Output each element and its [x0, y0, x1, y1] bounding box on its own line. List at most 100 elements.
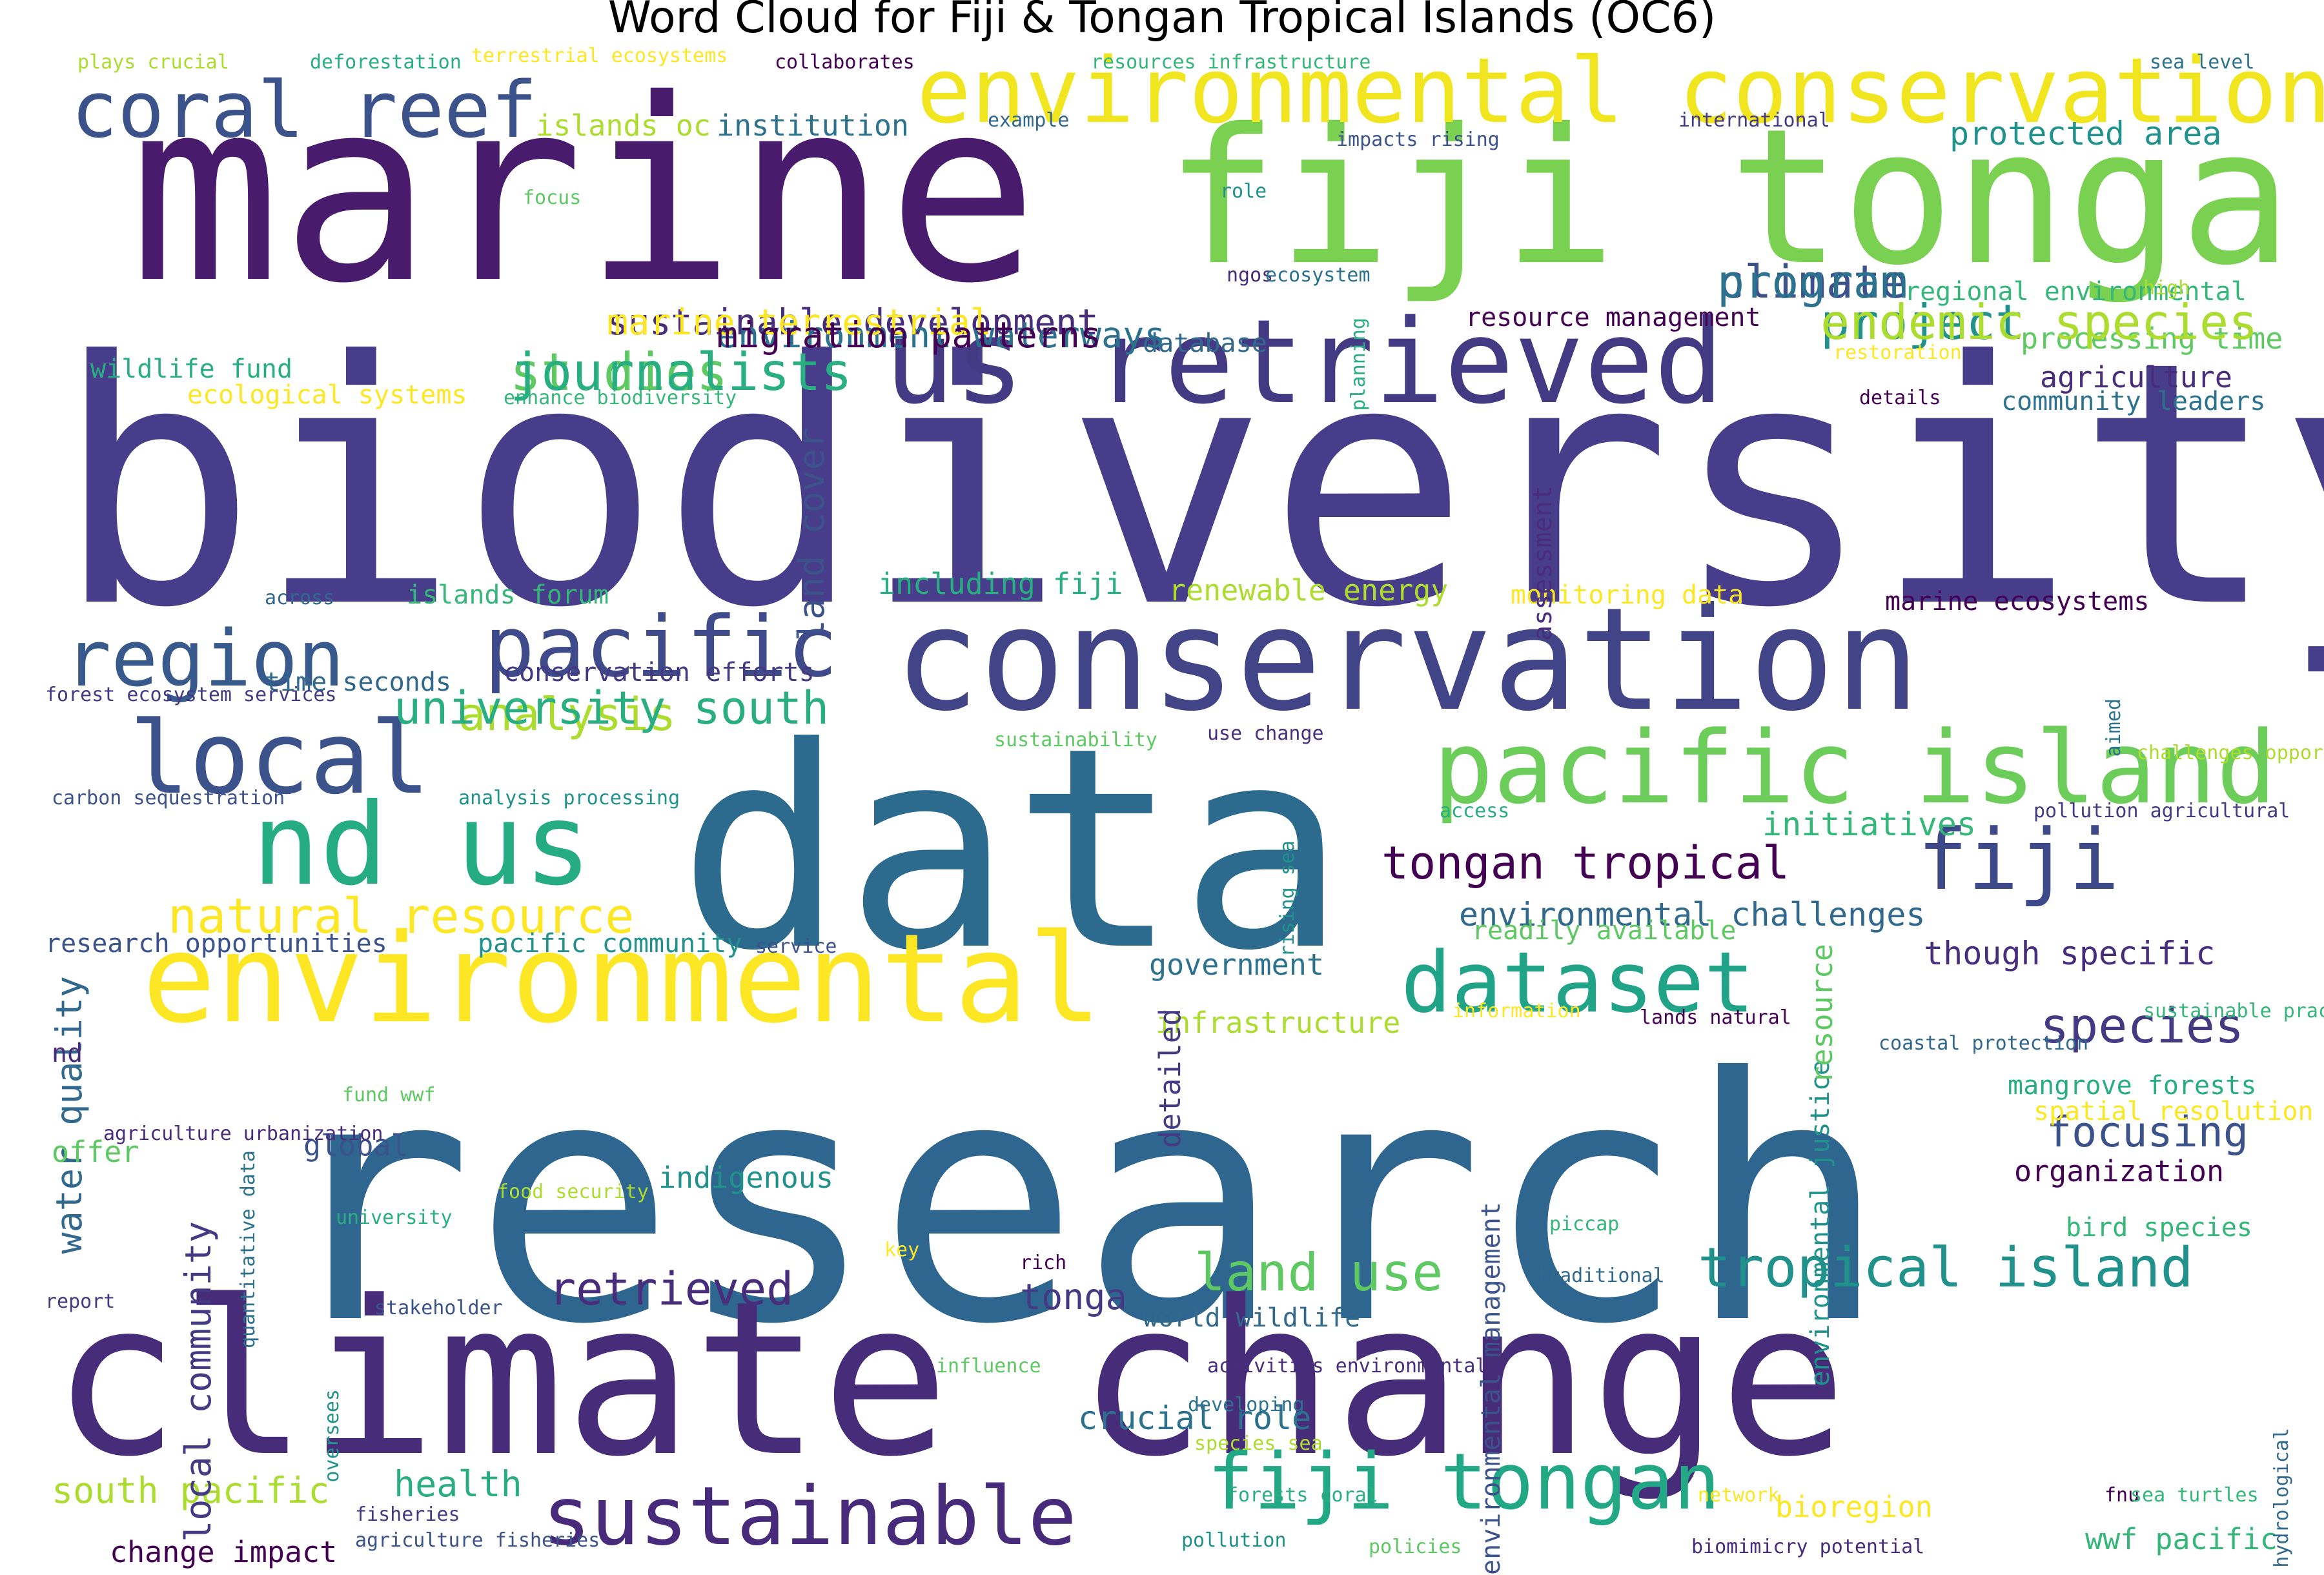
cloud-word: bird species	[2066, 1213, 2252, 1243]
cloud-word: change impact	[110, 1535, 338, 1569]
cloud-word: fisheries	[355, 1503, 460, 1526]
cloud-word: rising sea	[1276, 840, 1299, 957]
cloud-word: marine	[129, 45, 1039, 338]
cloud-word: pacific community	[478, 929, 742, 959]
cloud-word: oversees	[321, 1389, 343, 1483]
cloud-word: time seconds	[265, 667, 451, 697]
cloud-word: network	[1698, 1484, 1780, 1507]
cloud-word: across	[265, 587, 335, 609]
cloud-word: world wildlife	[1143, 1303, 1361, 1333]
cloud-word: monitoring data	[1511, 580, 1744, 610]
cloud-word: initiatives	[1762, 806, 1977, 843]
cloud-word: lands natural	[1640, 1006, 1791, 1029]
cloud-word: resource management	[1465, 303, 1761, 332]
cloud-word: offer	[52, 1135, 139, 1169]
cloud-word: environmental justice	[1806, 1060, 1835, 1387]
cloud-word: ecosystem	[1265, 264, 1371, 287]
cloud-word: agriculture urbanization	[103, 1123, 383, 1145]
cloud-word: activities environmental	[1207, 1355, 1487, 1377]
cloud-word: species sea	[1194, 1432, 1323, 1455]
cloud-word: challenges opportunities	[2137, 742, 2324, 764]
cloud-word: south pacific	[52, 1470, 330, 1511]
cloud-word: processing time	[2021, 321, 2283, 356]
cloud-word: focus	[523, 187, 582, 209]
cloud-word: crucial role	[1078, 1399, 1312, 1437]
cloud-word: water quality	[48, 976, 90, 1254]
cloud-word: retrieved	[549, 1263, 794, 1316]
cloud-word: tongan tropical	[1381, 837, 1790, 889]
cloud-word: international	[1678, 109, 1830, 132]
cloud-word: natural resource	[168, 888, 635, 944]
cloud-word: readily available	[1472, 916, 1737, 946]
cloud-word: conservation efforts	[504, 658, 815, 687]
cloud-word: sea turtles	[2130, 1484, 2259, 1507]
cloud-word: impacts rising	[1336, 128, 1500, 151]
chart-title: Word Cloud for Fiji & Tongan Tropical Is…	[607, 0, 1717, 43]
cloud-word: access	[1440, 800, 1510, 822]
cloud-word: journalists	[510, 342, 852, 402]
word-cloud: biodiversity research climate change marine…	[45, 40, 2324, 1575]
cloud-word: agriculture	[2040, 360, 2233, 394]
cloud-word: land cover	[791, 427, 832, 642]
cloud-word: marine terrestrial	[607, 301, 992, 343]
cloud-word: use change	[1207, 722, 1324, 745]
cloud-word: plays crucial	[77, 51, 229, 74]
cloud-word: marine ecosystems	[1885, 587, 2150, 616]
cloud-word: developing	[1188, 1394, 1305, 1416]
cloud-word: collaborates	[775, 51, 915, 74]
cloud-word: bioregion	[1775, 1490, 1933, 1524]
cloud-word: analysis processing	[458, 787, 680, 809]
cloud-word: sustainable development	[607, 301, 1099, 343]
cloud-word: studies	[510, 342, 728, 402]
cloud-word: sea level	[2150, 51, 2255, 74]
cloud-word: project	[1820, 294, 2025, 351]
cloud-word: pollution	[1181, 1529, 1287, 1552]
cloud-word: fnu	[2105, 1484, 2140, 1507]
cloud-word: fiji tonga	[1165, 89, 2292, 307]
cloud-word: analysis	[458, 688, 677, 741]
cloud-word: planning	[1347, 318, 1370, 411]
cloud-word: renewable energy	[1168, 573, 1449, 607]
cloud-word: mangrove forests	[2008, 1071, 2257, 1101]
cloud-word: climate change	[52, 1255, 1848, 1503]
cloud-word: climate	[1717, 256, 1908, 309]
cloud-word: ngos	[1227, 264, 1274, 287]
cloud-word: islands oc	[536, 108, 711, 143]
cloud-word: fund wwf	[342, 1084, 436, 1106]
cloud-word: sustainability	[994, 729, 1157, 751]
cloud-word: key	[884, 1239, 920, 1261]
cloud-word: food security	[497, 1181, 649, 1203]
cloud-word: conservation	[894, 577, 1921, 742]
cloud-word: indigenous	[658, 1161, 833, 1195]
cloud-word: high	[2143, 277, 2190, 300]
cloud-word: migration patterns	[717, 314, 1102, 356]
cloud-word: ecological systems	[187, 380, 467, 410]
cloud-word: tonga	[1020, 1276, 1127, 1317]
cloud-word: including fiji	[878, 567, 1123, 601]
cloud-word: piccap	[1549, 1213, 1620, 1235]
cloud-word: nd us	[252, 780, 592, 911]
cloud-word: region	[65, 615, 345, 704]
cloud-word: health	[394, 1463, 522, 1505]
cloud-word: enhance biodiversity	[504, 387, 737, 409]
cloud-word: tropical island	[1698, 1236, 2194, 1300]
cloud-word: biodiversity	[55, 290, 2324, 681]
cloud-word: database	[1143, 329, 1267, 358]
cloud-word: land use	[1194, 1243, 1443, 1303]
cloud-word: data	[678, 689, 1347, 1011]
cloud-word: dataset	[1401, 933, 1755, 1031]
cloud-word: islands forum	[407, 580, 609, 610]
cloud-word: influence	[936, 1355, 1041, 1377]
cloud-word: forest ecosystem services	[45, 684, 337, 706]
cloud-word: resources infrastructure	[1091, 51, 1371, 74]
cloud-word: environmental	[142, 908, 1103, 1050]
cloud-word: fiji tongan	[1207, 1438, 1720, 1527]
cloud-word: though specific	[1924, 935, 2216, 972]
cloud-word: species	[2040, 997, 2245, 1054]
cloud-word: nd	[52, 1039, 83, 1068]
cloud-word: sustainable	[542, 1470, 1077, 1563]
cloud-word: carbon sequestration	[52, 787, 285, 809]
cloud-word: biomimicry potential	[1691, 1536, 1925, 1558]
cloud-word: university south	[394, 682, 830, 735]
cloud-word: university	[336, 1206, 453, 1229]
